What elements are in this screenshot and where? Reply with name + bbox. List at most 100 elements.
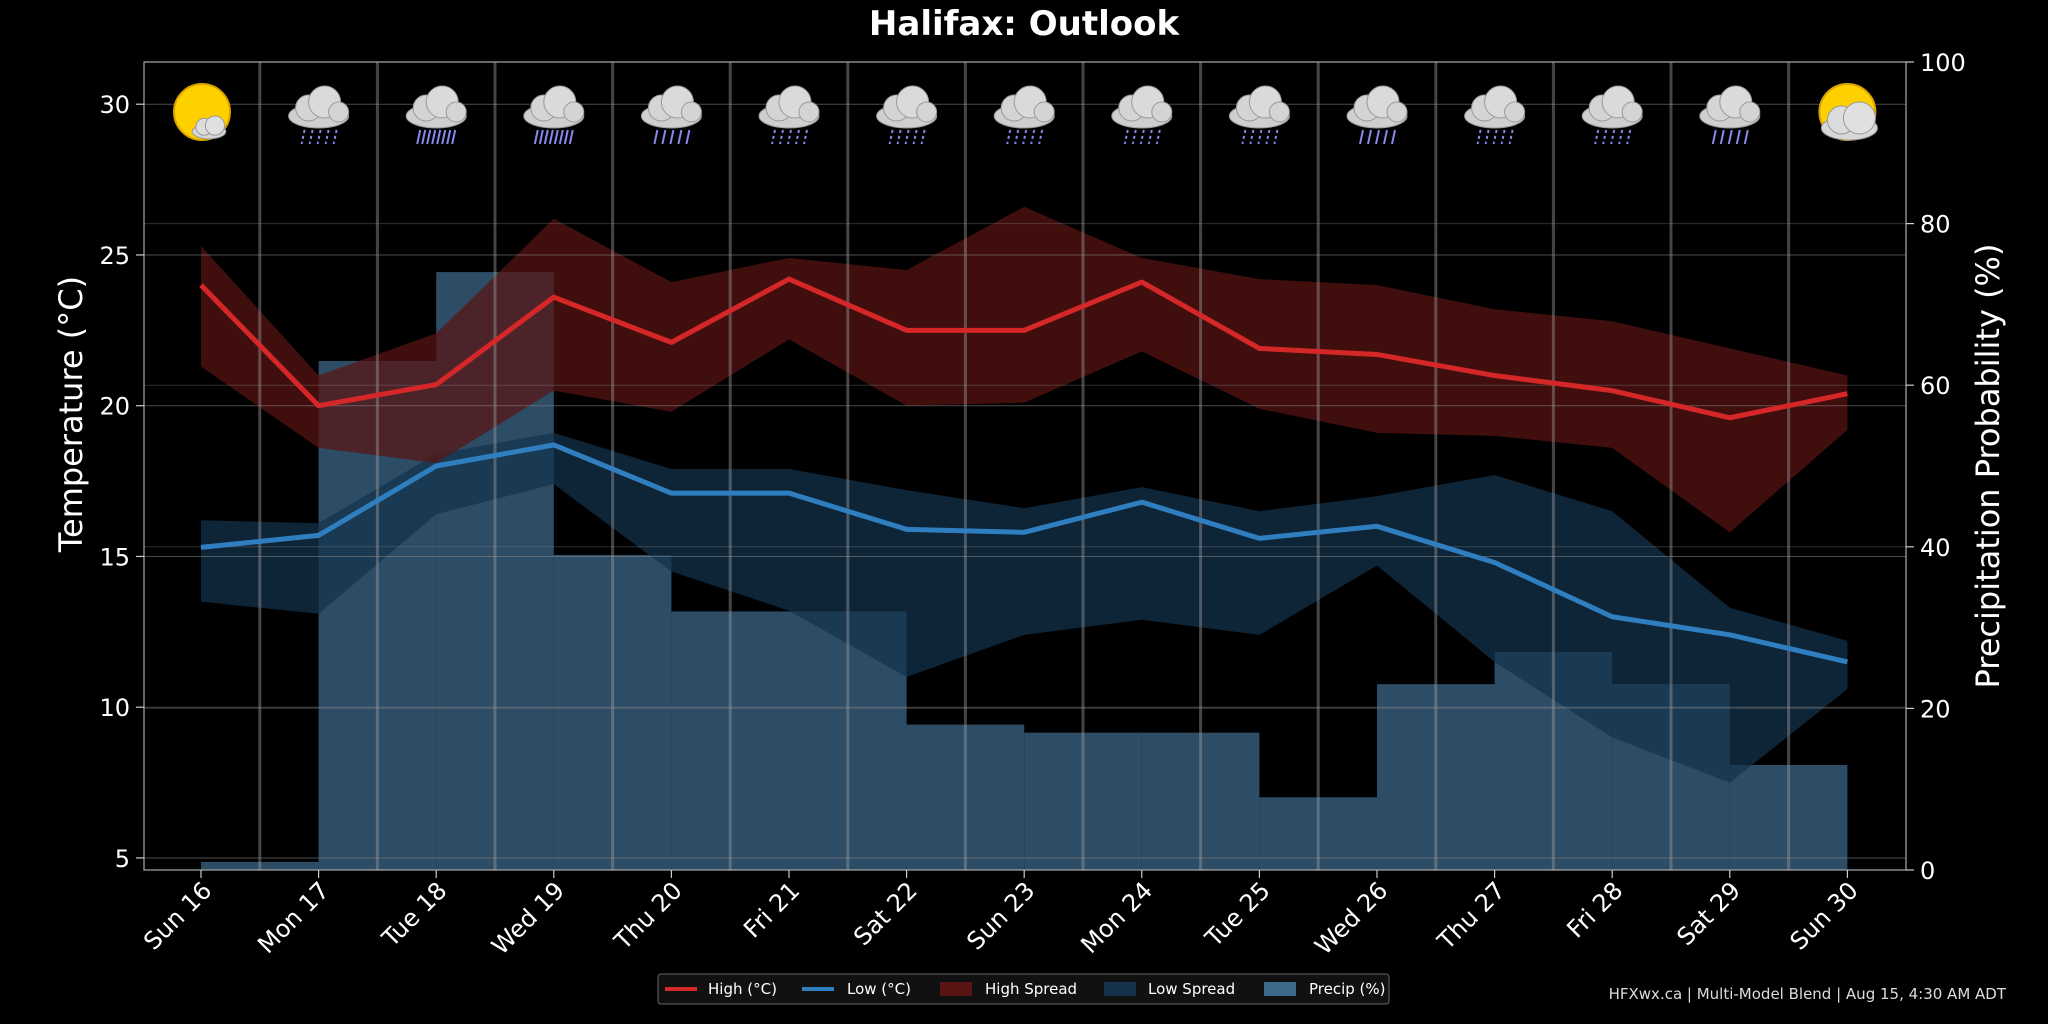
raindrop [1626,129,1632,145]
rain-showers-icon [993,85,1055,145]
precip-bar [553,554,672,870]
left-tick-label: 25 [99,242,130,270]
legend-label-high-spread: High Spread [985,980,1077,998]
cloud-puff [1386,101,1408,123]
raindrop [685,129,691,145]
cloud-puff [445,101,467,123]
precip-bar [671,611,789,870]
raindrop [332,129,338,145]
rain-icon [640,85,702,145]
raindrop [568,129,574,145]
raindrop [920,129,926,145]
left-tick-label: 10 [99,694,130,722]
raindrop [787,129,792,145]
legend-label-low-spread: Low Spread [1148,980,1235,998]
raindrop [1492,129,1498,145]
rain-showers-icon [1464,85,1526,145]
raindrop [1711,129,1717,145]
legend-label-high: High (°C) [708,980,777,998]
raindrop [308,129,314,145]
left-y-ticks: 5 10 15 20 25 30 [99,91,144,873]
weather-icons [173,83,1878,145]
day-separators [258,62,1791,870]
legend-swatch-high-spread [940,982,972,996]
raindrop [431,129,437,145]
raindrop [1359,129,1364,145]
plot-frame [143,61,1907,871]
raindrop [543,129,549,145]
raindrop [533,129,539,145]
raindrop [300,129,306,145]
cloud-puff [1033,101,1055,123]
raindrop [1610,129,1616,145]
raindrop [912,129,918,145]
rain-showers-icon [1111,85,1173,145]
cloud-puff [1621,101,1643,123]
raindrop [416,129,422,145]
cloud-puff [916,101,938,123]
precip-bar [1024,732,1142,870]
raindrop [436,129,442,145]
raindrop [888,129,894,145]
left-axis-label: Temperature (°C) [52,276,90,553]
raindrop [677,129,683,145]
right-tick-label: 100 [1920,49,1966,77]
raindrop [1006,129,1012,145]
footer-credit: HFXwx.ca | Multi-Model Blend | Aug 15, 4… [1609,985,2007,1003]
raindrop [558,129,564,145]
right-tick-label: 60 [1920,372,1951,400]
high-spread-band [201,206,1848,533]
legend: High (°C) Low (°C) High Spread Low Sprea… [657,973,1390,1005]
raindrop [1375,129,1380,145]
raindrop [1618,129,1624,145]
legend-swatch-precip [1264,982,1296,996]
precip-bar [906,724,1025,870]
raindrop [553,129,559,145]
right-tick-label: 80 [1920,211,1951,239]
rain-icon [1699,85,1761,145]
right-y-ticks: 0 20 40 60 80 100 [1906,49,1966,885]
cloud-puff [798,101,820,123]
heavy-rain-icon [523,85,585,145]
cloud-puff [1268,101,1290,123]
raindrop [538,129,544,145]
raindrop [669,129,675,145]
raindrop [316,129,322,145]
raindrop [803,129,808,145]
raindrop [421,129,427,145]
rain-showers-icon [288,85,350,145]
raindrop [548,129,554,145]
cloud-puff [563,101,585,123]
cloud-puff [680,101,702,123]
cloud-puff [1504,101,1526,123]
raindrop [1155,129,1161,145]
low-temp-line [200,442,1848,665]
left-tick-label: 15 [99,543,130,571]
rain-showers-icon [758,85,820,145]
raindrop [1367,129,1372,145]
raindrop [1743,129,1749,145]
raindrop [653,129,659,145]
raindrop [446,129,452,145]
raindrop [1147,129,1153,145]
sunny-cloud-icon [173,83,231,141]
cloud-puff [328,101,350,123]
rain-showers-icon [876,85,938,145]
raindrop [426,129,432,145]
raindrop [779,129,784,145]
raindrop [1022,129,1028,145]
chart-title: Halifax: Outlook [869,4,1181,44]
raindrop [771,129,776,145]
high-temp-line [199,276,1848,421]
raindrop [1038,129,1044,145]
legend-box [657,973,1390,1005]
raindrop [1476,129,1482,145]
raindrop [1249,129,1255,145]
raindrop [1594,129,1600,145]
raindrop [1383,129,1388,145]
raindrop [1602,129,1608,145]
left-tick-label: 20 [99,393,130,421]
raindrop [1123,129,1129,145]
raindrop [1727,129,1733,145]
cloud-puff [204,115,226,136]
